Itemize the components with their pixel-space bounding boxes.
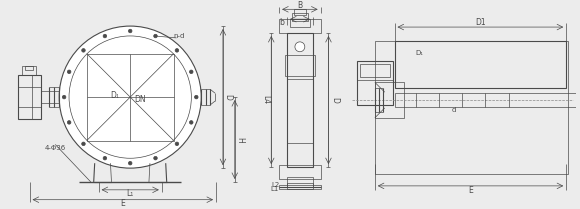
Circle shape	[103, 34, 107, 38]
Text: D: D	[223, 94, 233, 100]
Bar	[279, 19, 321, 33]
Text: D₁: D₁	[110, 91, 119, 100]
Bar	[25, 66, 32, 70]
Bar	[21, 66, 35, 75]
Circle shape	[67, 70, 71, 74]
Text: D1: D1	[475, 18, 485, 27]
Text: B: B	[298, 1, 302, 10]
Text: DN: DN	[134, 95, 146, 104]
Text: L₁: L₁	[126, 189, 134, 198]
Circle shape	[190, 121, 193, 124]
Circle shape	[128, 161, 132, 165]
Bar	[360, 64, 390, 77]
Bar	[292, 13, 308, 21]
Bar	[285, 55, 315, 76]
Bar	[375, 82, 404, 118]
Text: H: H	[235, 137, 244, 142]
Circle shape	[190, 70, 193, 74]
Text: E: E	[121, 199, 125, 208]
Bar	[357, 61, 393, 105]
Circle shape	[82, 142, 85, 146]
Circle shape	[128, 29, 132, 33]
Bar	[287, 177, 313, 189]
Bar	[287, 79, 313, 143]
Bar	[287, 183, 313, 187]
Circle shape	[67, 121, 71, 124]
Bar	[279, 185, 321, 189]
Circle shape	[295, 42, 305, 52]
Bar	[87, 54, 173, 140]
Text: D₁: D₁	[415, 50, 423, 56]
Bar	[375, 41, 568, 174]
Bar	[290, 19, 310, 27]
Text: 4-Φ36: 4-Φ36	[45, 145, 66, 151]
Text: L4: L4	[261, 96, 270, 105]
Circle shape	[154, 156, 157, 160]
Text: L1: L1	[271, 186, 279, 192]
Circle shape	[62, 95, 66, 99]
Circle shape	[175, 142, 179, 146]
Circle shape	[82, 49, 85, 52]
Circle shape	[154, 34, 157, 38]
Circle shape	[59, 26, 201, 168]
Text: n-d: n-d	[174, 33, 185, 39]
Text: E: E	[468, 186, 473, 195]
Bar	[394, 41, 566, 88]
Bar	[294, 9, 306, 15]
Bar	[18, 75, 41, 119]
Circle shape	[194, 95, 198, 99]
Text: D: D	[330, 97, 339, 103]
Text: b: b	[280, 18, 285, 27]
Text: L2: L2	[271, 182, 279, 188]
Text: d: d	[452, 107, 456, 113]
Bar	[287, 33, 313, 167]
Bar	[394, 93, 576, 107]
Circle shape	[175, 49, 179, 52]
Circle shape	[103, 156, 107, 160]
Bar	[279, 165, 321, 179]
